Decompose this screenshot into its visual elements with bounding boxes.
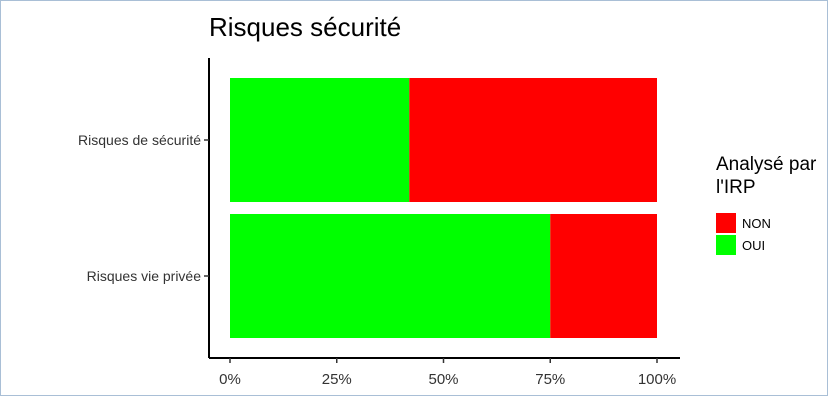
legend-label: OUI: [742, 237, 766, 253]
legend-swatch: [716, 235, 736, 255]
bar-oui-2: [230, 214, 551, 338]
x-tick-label: 75%: [535, 371, 565, 388]
y-tick-label: Risques vie privée: [87, 268, 202, 284]
legend-swatch: [716, 213, 736, 233]
bar-non-1: [409, 78, 657, 202]
x-tick-label: 100%: [638, 371, 676, 388]
bars-group: [230, 78, 657, 338]
legend: Analysé par l'IRP NON OUI: [716, 153, 826, 256]
x-tick-label: 50%: [428, 371, 458, 388]
legend-item-non: NON: [716, 212, 826, 234]
y-tick-label: Risques de sécurité: [78, 132, 201, 148]
x-tick-label: 0%: [219, 371, 241, 388]
x-tick-label: 25%: [322, 371, 352, 388]
bar-oui-1: [230, 78, 410, 202]
legend-label: NON: [742, 215, 771, 231]
legend-item-oui: OUI: [716, 234, 826, 256]
bar-non-2: [550, 214, 657, 338]
legend-title: Analysé par l'IRP: [716, 154, 817, 198]
ticks-group: Risques de sécurité Risques vie privée 0% 2…: [78, 132, 676, 388]
chart-title: Risques sécurité: [209, 12, 402, 42]
legend-items: NON OUI: [716, 212, 826, 256]
axes-group: [208, 58, 680, 359]
